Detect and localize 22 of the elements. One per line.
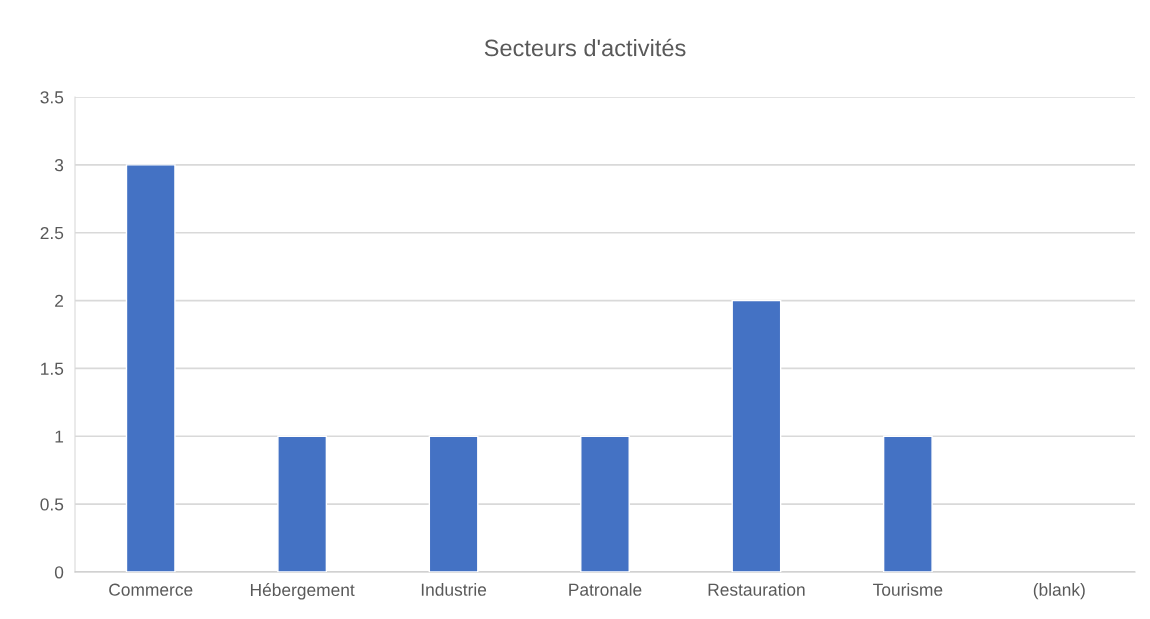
- x-tick-label: Tourisme: [873, 583, 943, 596]
- bar: [580, 435, 630, 572]
- bar: [428, 435, 479, 572]
- x-tick-label: (blank): [1033, 583, 1085, 600]
- y-tick-label: 2.5: [40, 226, 64, 240]
- chart-title: Secteurs d'activités: [484, 38, 686, 57]
- bar: [731, 299, 782, 572]
- y-tick-label: 2: [55, 294, 64, 307]
- bar: [125, 164, 176, 572]
- bar: [882, 435, 933, 572]
- y-tick-label: 0: [54, 566, 64, 579]
- y-tick-label: 0.5: [40, 498, 64, 511]
- y-tick-label: 3.5: [40, 91, 64, 104]
- y-tick-label: 1: [55, 430, 64, 443]
- y-tick-label: 3: [54, 159, 64, 172]
- x-tick-label: Commerce: [109, 583, 193, 596]
- bar: [277, 435, 328, 572]
- x-tick-label: Industrie: [421, 583, 487, 596]
- x-tick-label: Hébergement: [250, 583, 355, 600]
- y-tick-label: 1.5: [41, 362, 64, 375]
- x-tick-label: Patronale: [569, 583, 642, 596]
- x-tick-label: Restauration: [708, 583, 805, 596]
